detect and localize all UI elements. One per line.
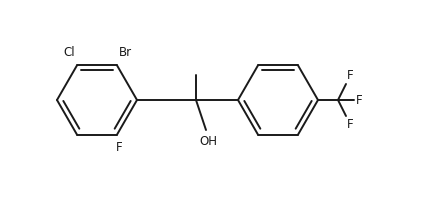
Text: F: F xyxy=(347,118,354,131)
Text: Br: Br xyxy=(119,46,132,59)
Text: F: F xyxy=(347,69,354,82)
Text: OH: OH xyxy=(199,135,217,148)
Text: F: F xyxy=(116,141,123,154)
Text: F: F xyxy=(356,94,362,106)
Text: Cl: Cl xyxy=(64,46,75,59)
